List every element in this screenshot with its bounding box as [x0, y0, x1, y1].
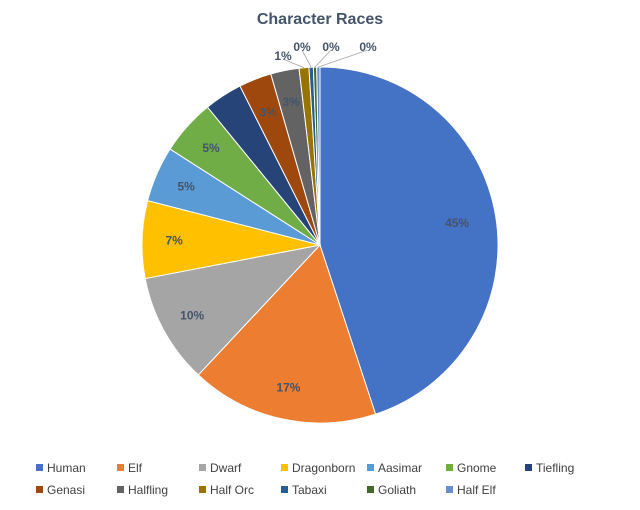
data-label-tabaxi: 0% [293, 40, 311, 54]
legend-swatch-human [36, 464, 43, 471]
leader-half-orc [282, 58, 305, 69]
legend-label-half-orc: Half Orc [210, 483, 254, 497]
data-label-goliath: 0% [322, 40, 340, 54]
legend-swatch-half-orc [199, 486, 206, 493]
legend-item-dragonborn: Dragonborn [281, 461, 355, 475]
legend-swatch-tabaxi [281, 486, 288, 493]
legend-swatch-dragonborn [281, 464, 288, 471]
legend-item-halfling: Halfling [117, 483, 168, 497]
data-label-half-elf: 0% [359, 40, 377, 54]
data-label-genasi: 3% [259, 105, 277, 119]
legend-label-dwarf: Dwarf [210, 461, 242, 475]
legend-label-half-elf: Half Elf [457, 483, 496, 497]
legend-swatch-aasimar [367, 464, 374, 471]
legend-label-genasi: Genasi [47, 483, 85, 497]
slice-dwarf [144, 244, 322, 376]
legend-label-elf: Elf [128, 461, 143, 475]
legend-item-elf: Elf [117, 461, 143, 475]
legend-item-goliath: Goliath [367, 483, 416, 497]
data-label-aasimar: 5% [177, 180, 195, 194]
legend-swatch-goliath [367, 486, 374, 493]
legend-swatch-halfling [117, 486, 124, 493]
data-label-elf: 17% [276, 381, 300, 395]
legend-swatch-tiefling [525, 464, 532, 471]
legend-label-tabaxi: Tabaxi [292, 483, 327, 497]
legend-label-human: Human [47, 461, 86, 475]
data-label-dragonborn: 7% [165, 233, 183, 247]
legend-label-halfling: Halfling [128, 483, 168, 497]
leader-lines [282, 49, 369, 69]
legend-item-half-elf: Half Elf [446, 483, 496, 497]
data-labels: 45%17%10%7%5%5%3%3%1%0% 0% 0% [165, 40, 469, 395]
legend-swatch-elf [117, 464, 124, 471]
data-label-gnome: 5% [202, 141, 220, 155]
chart-title: Character Races [257, 11, 383, 28]
legend: Human Elf Dwarf Dragonborn Aasimar Gnome Tiefl… [36, 461, 574, 497]
data-label-halfling: 3% [282, 95, 300, 109]
legend-item-gnome: Gnome [446, 461, 497, 475]
slice-elf [197, 244, 377, 424]
legend-item-genasi: Genasi [36, 483, 85, 497]
legend-swatch-gnome [446, 464, 453, 471]
legend-label-tiefling: Tiefling [536, 461, 574, 475]
legend-swatch-genasi [36, 486, 43, 493]
legend-swatch-dwarf [199, 464, 206, 471]
leader-tabaxi [301, 49, 312, 68]
legend-label-aasimar: Aasimar [378, 461, 422, 475]
legend-item-tabaxi: Tabaxi [281, 483, 327, 497]
leader-goliath [314, 49, 332, 68]
data-label-dwarf: 10% [180, 308, 204, 322]
legend-label-dragonborn: Dragonborn [292, 461, 355, 475]
data-label-half-orc: 1% [274, 49, 292, 63]
legend-item-human: Human [36, 461, 86, 475]
legend-item-tiefling: Tiefling [525, 461, 574, 475]
legend-label-gnome: Gnome [457, 461, 497, 475]
leader-half-elf [318, 49, 369, 68]
legend-item-aasimar: Aasimar [367, 461, 422, 475]
legend-label-goliath: Goliath [378, 483, 416, 497]
data-label-human: 45% [445, 216, 469, 230]
slice-human [319, 66, 499, 415]
legend-swatch-half-elf [446, 486, 453, 493]
pie-slices [141, 66, 499, 424]
legend-item-half-orc: Half Orc [199, 483, 254, 497]
legend-item-dwarf: Dwarf [199, 461, 242, 475]
